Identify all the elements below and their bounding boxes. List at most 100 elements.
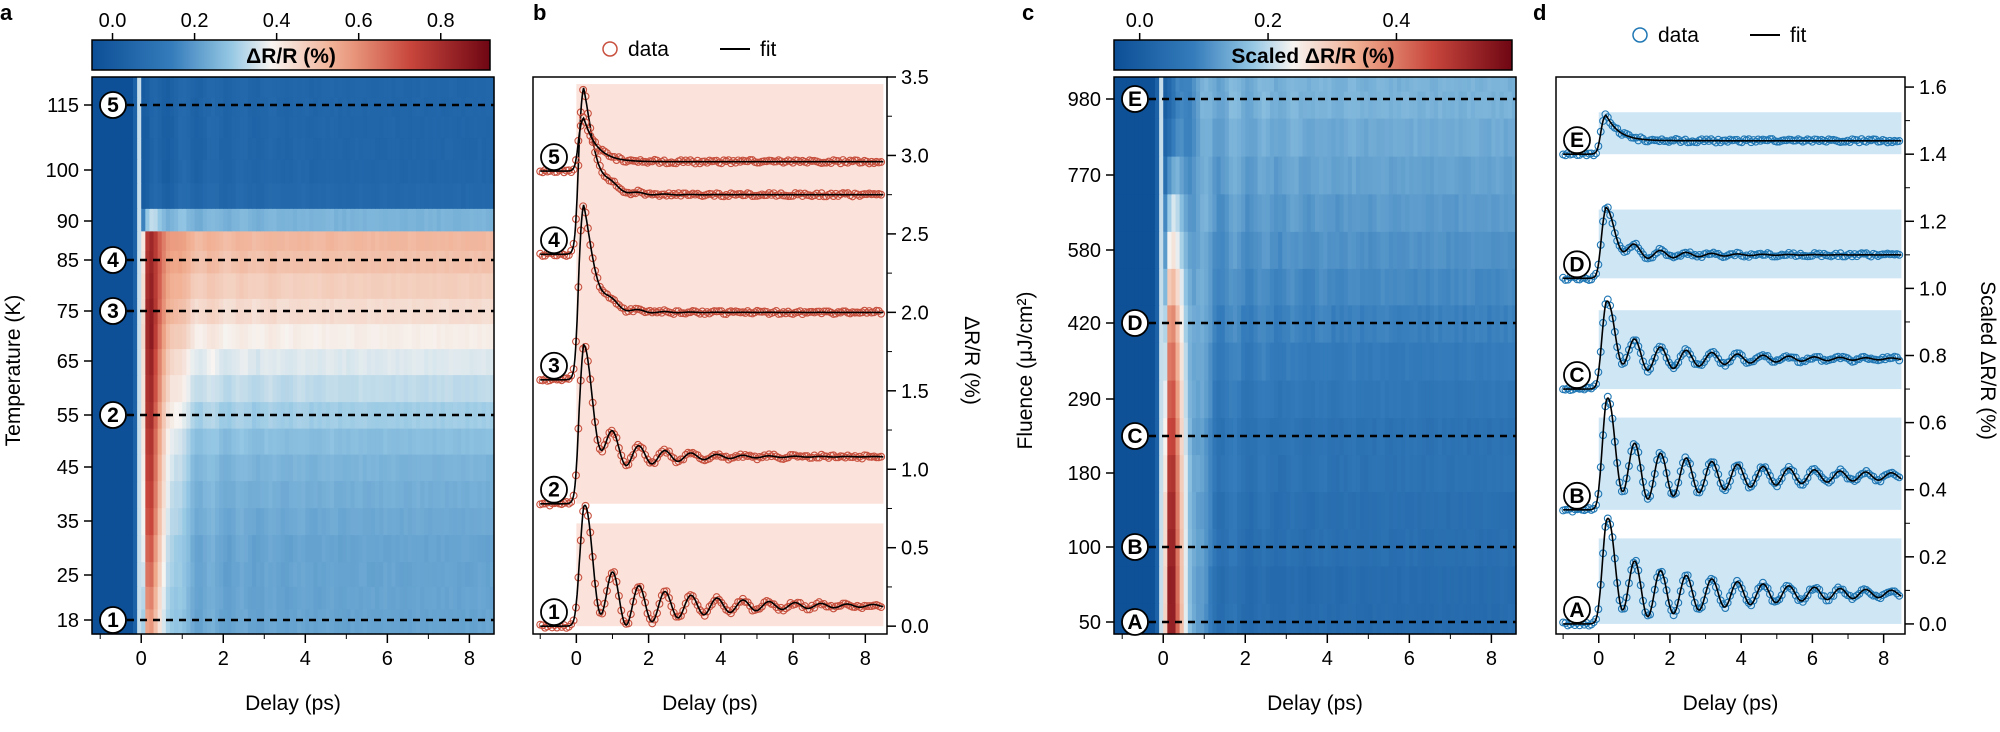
heatmap-cell	[1278, 380, 1283, 419]
x-tick-label: 2	[643, 648, 654, 670]
heatmap-cell	[1491, 268, 1497, 306]
heatmap-cell	[457, 534, 462, 563]
heatmap-cell	[416, 137, 421, 160]
heatmap-cell	[174, 428, 179, 455]
heatmap-cell	[1351, 156, 1357, 195]
heatmap-cell	[227, 159, 233, 184]
heatmap-cell	[149, 401, 155, 429]
heatmap-cell	[448, 507, 454, 536]
heatmap-cell	[1273, 118, 1279, 157]
heatmap-cell	[223, 348, 228, 376]
heatmap-cell	[1327, 528, 1333, 567]
heatmap-cell	[305, 208, 311, 232]
heatmap-cell	[1290, 156, 1296, 195]
heatmap-cell	[1183, 565, 1189, 604]
heatmap-cell	[260, 454, 265, 482]
heatmap-cell	[1204, 118, 1209, 157]
heatmap-cell	[161, 298, 167, 325]
heatmap-cell	[1175, 342, 1181, 381]
heatmap-cell	[128, 250, 134, 274]
heatmap-cell	[375, 182, 380, 209]
heatmap-cell	[420, 507, 425, 536]
heatmap-cell	[395, 208, 401, 232]
heatmap-cell	[215, 97, 220, 117]
heatmap-cell	[411, 272, 417, 299]
heatmap-cell	[202, 348, 208, 376]
heatmap-cell	[1421, 565, 1427, 604]
heatmap-cell	[1306, 603, 1312, 635]
heatmap-cell	[1191, 193, 1197, 232]
heatmap-cell	[243, 480, 249, 509]
heatmap-cell	[346, 608, 352, 635]
heatmap-cell	[1405, 304, 1410, 343]
heatmap-cell	[297, 272, 302, 299]
heatmap-cell	[379, 250, 384, 274]
data-point	[665, 189, 673, 198]
heatmap-cell	[1487, 156, 1492, 195]
heatmap-cell	[186, 608, 192, 635]
heatmap-cell	[1364, 231, 1369, 269]
heatmap-cell	[141, 250, 146, 274]
heatmap-cell	[416, 608, 421, 635]
heatmap-cell	[1413, 91, 1419, 119]
heatmap-cell	[239, 208, 245, 232]
heatmap-cell	[387, 374, 393, 403]
heatmap-cell	[395, 159, 401, 184]
heatmap-cell	[1454, 118, 1460, 157]
heatmap-cell	[1474, 454, 1480, 493]
heatmap-cell	[235, 272, 241, 299]
heatmap-cell	[1191, 156, 1197, 195]
heatmap-cell	[321, 97, 327, 117]
heatmap-cell	[128, 97, 134, 117]
heatmap-cell	[1249, 231, 1255, 269]
heatmap-cell	[190, 348, 196, 376]
heatmap-cell	[251, 480, 257, 509]
heatmap-cell	[120, 348, 126, 376]
heatmap-cell	[1224, 380, 1230, 419]
heatmap-cell	[280, 250, 286, 274]
heatmap-cell	[145, 374, 151, 403]
colorbar-title: ΔR/R (%)	[246, 45, 336, 68]
heatmap-cell	[424, 230, 429, 251]
heatmap-cell	[313, 250, 319, 274]
heatmap-cell	[149, 480, 155, 509]
heatmap-cell	[375, 480, 380, 509]
heatmap-cell	[1220, 91, 1226, 119]
data-point	[877, 309, 886, 318]
data-point	[829, 192, 838, 200]
heatmap-cell	[1261, 77, 1267, 92]
heatmap-cell	[198, 401, 204, 429]
data-point	[1852, 591, 1861, 600]
heatmap-cell	[420, 298, 425, 325]
heatmap-cell	[1306, 193, 1312, 232]
heatmap-cell	[407, 323, 413, 350]
heatmap-cell	[313, 182, 319, 209]
heatmap-cell	[1183, 603, 1189, 635]
heatmap-cell	[268, 137, 274, 160]
heatmap-cell	[358, 115, 364, 139]
heatmap-cell	[1196, 304, 1201, 343]
heatmap-cell	[194, 77, 200, 98]
heatmap-cell	[383, 428, 388, 455]
heatmap-cell	[1442, 231, 1447, 269]
heatmap-cell	[481, 97, 487, 117]
heatmap-cell	[1241, 193, 1246, 232]
heatmap-cell	[1134, 454, 1140, 493]
heatmap-cell	[1163, 91, 1168, 119]
heatmap-cell	[190, 208, 196, 232]
heatmap-cell	[178, 586, 183, 610]
heatmap-cell	[1245, 528, 1250, 567]
heatmap-cell	[354, 374, 360, 403]
heatmap-cell	[235, 428, 241, 455]
heatmap-cell	[1347, 156, 1353, 195]
heatmap-cell	[297, 428, 302, 455]
heatmap-cell	[1142, 380, 1148, 419]
data-point	[796, 189, 805, 198]
heatmap-cell	[1470, 91, 1476, 119]
heatmap-cell	[231, 586, 237, 610]
heatmap-cell	[112, 374, 118, 403]
heatmap-cell	[362, 480, 368, 509]
heatmap-cell	[202, 230, 208, 251]
data-point	[662, 587, 671, 596]
heatmap-cell	[1511, 380, 1517, 419]
